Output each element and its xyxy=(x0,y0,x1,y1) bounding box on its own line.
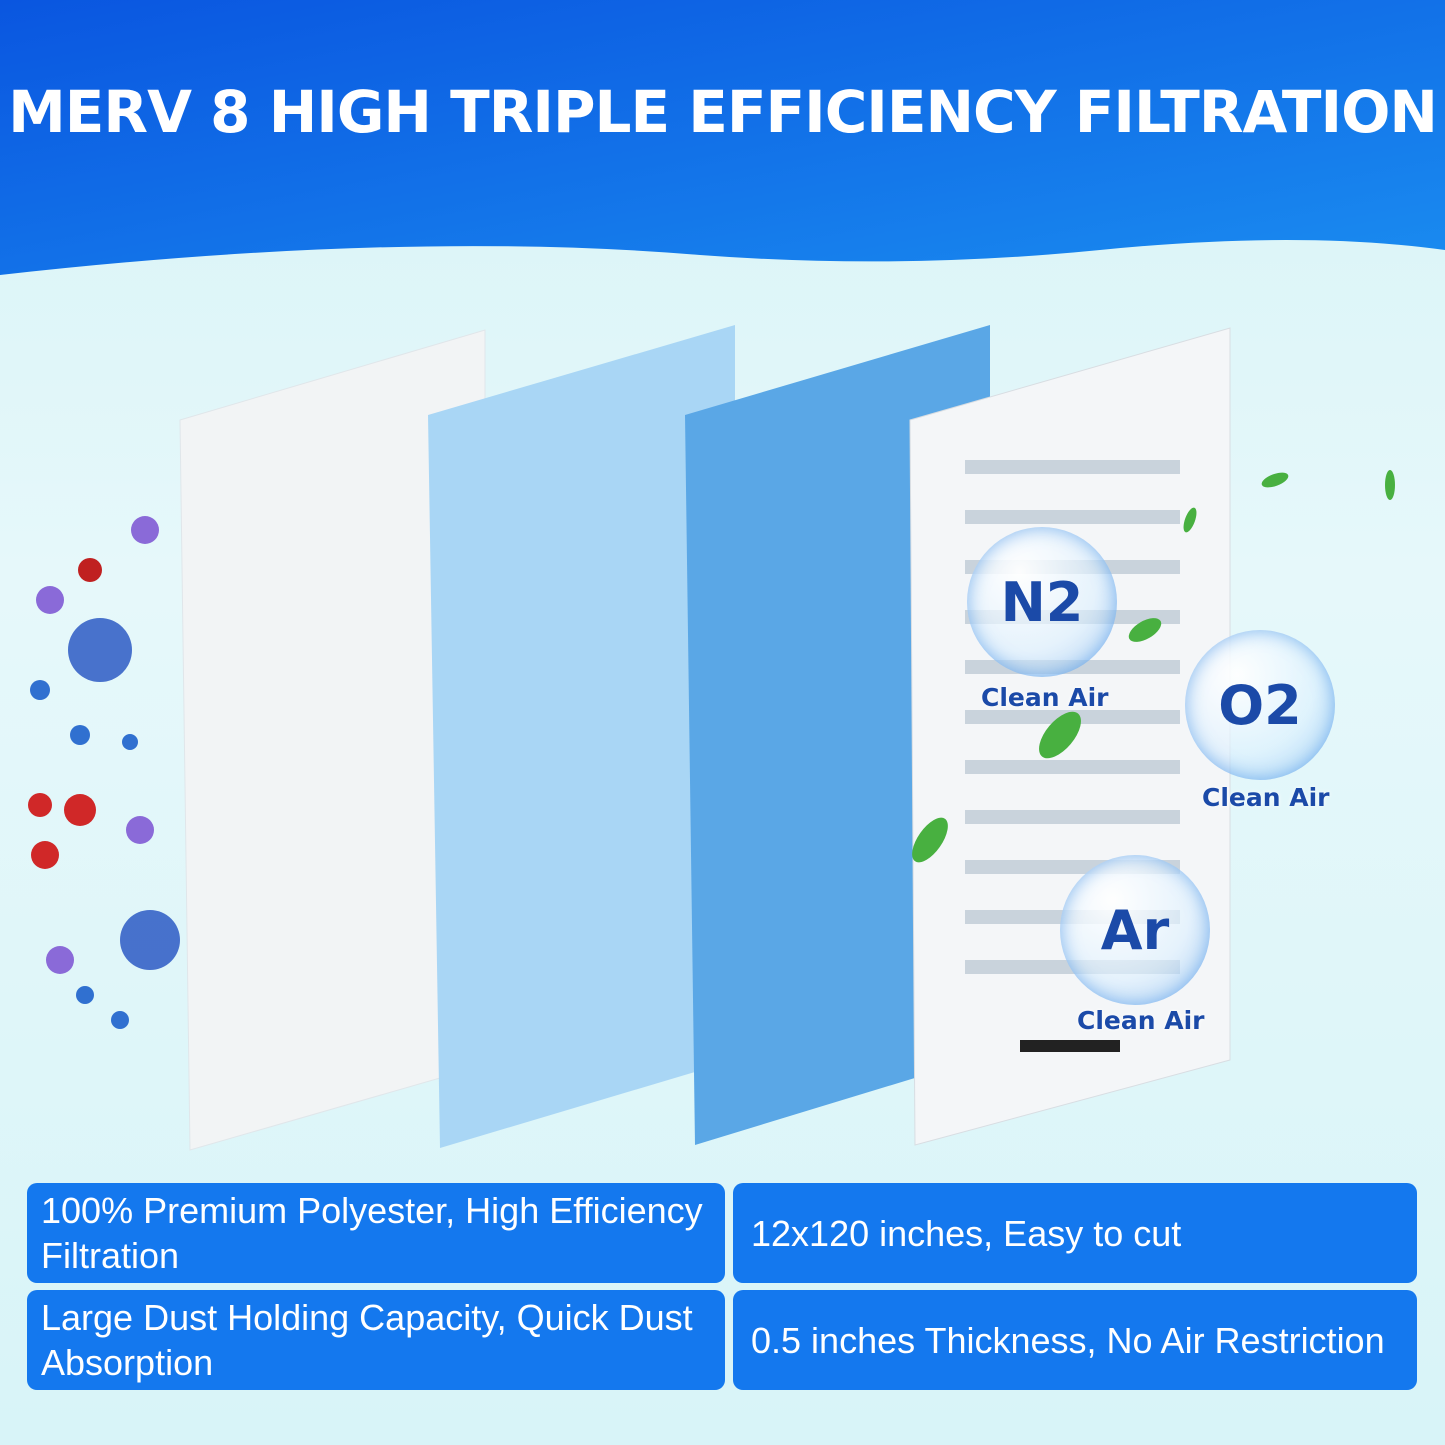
leaves xyxy=(912,470,1395,863)
page-title: MERV 8 HIGH TRIPLE EFFICIENCY FILTRATION xyxy=(8,78,1438,146)
feature-size: 12x120 inches, Easy to cut xyxy=(733,1183,1417,1283)
ar-symbol: Ar xyxy=(1100,898,1170,962)
n2-bubble: N2 xyxy=(967,527,1117,677)
o2-label: Clean Air xyxy=(1202,783,1330,812)
ar-bubble: Ar xyxy=(1060,855,1210,1005)
feature-capacity: Large Dust Holding Capacity, Quick Dust … xyxy=(27,1290,725,1390)
n2-symbol: N2 xyxy=(1000,570,1084,634)
n2-label: Clean Air xyxy=(981,683,1109,712)
feature-material: 100% Premium Polyester, High Efficiency … xyxy=(27,1183,725,1283)
o2-bubble: O2 xyxy=(1185,630,1335,780)
o2-symbol: O2 xyxy=(1218,673,1302,737)
header-wave xyxy=(0,0,1445,275)
pollutant-particles xyxy=(28,516,180,1029)
vent-handle xyxy=(1020,1040,1120,1052)
filter-layer-light-blue xyxy=(428,325,735,1148)
ar-label: Clean Air xyxy=(1077,1006,1205,1035)
feature-thickness: 0.5 inches Thickness, No Air Restriction xyxy=(733,1290,1417,1390)
